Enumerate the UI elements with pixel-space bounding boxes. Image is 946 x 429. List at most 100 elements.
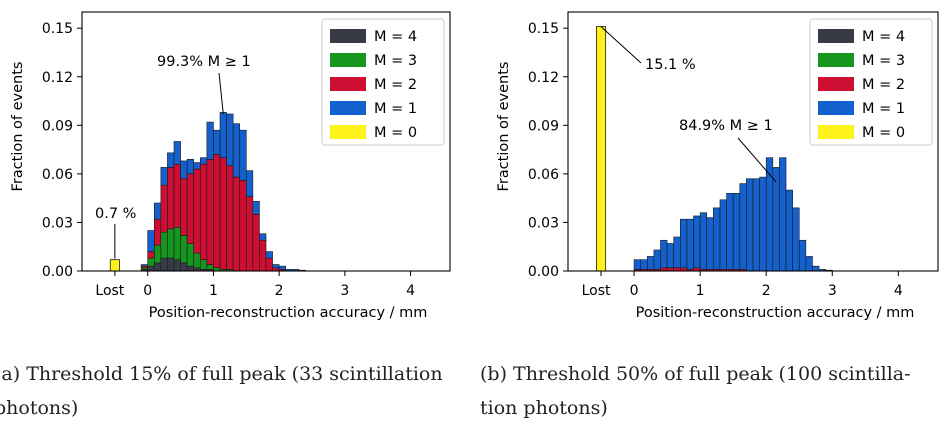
legend-swatch-m4 xyxy=(818,29,854,43)
caption-b-line1: (b) Threshold 50% of full peak (100 scin… xyxy=(480,363,911,385)
legend-swatch-m1 xyxy=(818,101,854,115)
bar-m1-bin-28 xyxy=(812,265,820,272)
annotation-text: 84.9% M ≥ 1 xyxy=(679,118,773,134)
bar-m1-bin-7 xyxy=(673,236,681,269)
annotation-text: 15.1 % xyxy=(645,57,696,73)
bar-m4-bin-2 xyxy=(153,262,162,272)
bar-m3-bin-8 xyxy=(193,252,201,269)
x-tick-label: 4 xyxy=(406,283,415,299)
x-axis-label: Position-reconstruction accuracy / mm xyxy=(149,305,428,321)
bar-m3-bin-10 xyxy=(206,264,214,270)
y-axis-label: Fraction of events xyxy=(496,62,512,192)
bar-m2-bin-6 xyxy=(180,178,188,236)
bar-m1-bin-21 xyxy=(278,265,287,270)
lost-bar xyxy=(596,26,607,272)
bar-m1-bin-7 xyxy=(186,159,195,175)
bar-m1-bin-20 xyxy=(759,176,767,272)
bar-m1-bin-3 xyxy=(160,167,168,186)
bar-m3-bin-4 xyxy=(167,228,175,259)
x-tick-label: 3 xyxy=(340,283,349,299)
bar-m1-bin-19 xyxy=(752,178,760,272)
y-tick-label: 0.15 xyxy=(42,21,73,37)
bar-m3-bin-7 xyxy=(186,243,195,267)
bar-m1-bin-6 xyxy=(180,160,188,180)
bar-m4-bin-4 xyxy=(167,257,175,272)
caption-a-line1: (a) Threshold 15% of full peak (33 scint… xyxy=(0,363,443,385)
bar-m1-bin-2 xyxy=(153,202,162,220)
y-tick-label: 0.03 xyxy=(528,215,559,231)
bar-m3-bin-1 xyxy=(147,257,155,267)
y-tick-label: 0.00 xyxy=(528,264,559,280)
legend-entry: M = 1 xyxy=(374,101,417,117)
bar-m1-bin-12 xyxy=(706,217,714,270)
bar-m1-bin-25 xyxy=(792,207,800,272)
x-tick-label: 2 xyxy=(275,283,284,299)
x-tick-label: 1 xyxy=(209,283,218,299)
bar-m1-bin-14 xyxy=(719,199,727,270)
bar-m1-bin-5 xyxy=(173,141,181,165)
bar-m1-bin-8 xyxy=(680,218,688,269)
bar-m4-bin-1 xyxy=(147,265,155,272)
y-tick-label: 0.15 xyxy=(528,21,559,37)
bar-m1-bin-3 xyxy=(646,256,655,270)
bar-m1-bin-18 xyxy=(746,178,754,272)
x-tick-label: 3 xyxy=(828,283,837,299)
bar-m2-bin-17 xyxy=(252,214,260,272)
bar-m3-bin-6 xyxy=(180,235,188,264)
bar-m1-bin-8 xyxy=(193,162,201,170)
bar-m1-bin-23 xyxy=(779,157,787,272)
bar-m1-bin-15 xyxy=(239,129,247,181)
caption-a-line2: photons) xyxy=(0,397,79,419)
legend-entry: M = 0 xyxy=(374,125,417,141)
bar-m4-bin-7 xyxy=(186,265,195,272)
bar-m2-bin-7 xyxy=(186,173,195,244)
legend-entry: M = 1 xyxy=(862,101,905,117)
legend-swatch-m2 xyxy=(330,77,366,91)
bar-m2-bin-13 xyxy=(226,165,234,270)
annotation-leader xyxy=(218,72,224,115)
bar-m1-bin-15 xyxy=(726,193,734,270)
bar-m1-bin-11 xyxy=(213,129,221,155)
legend-swatch-m3 xyxy=(330,53,366,67)
legend-entry: M = 4 xyxy=(374,29,417,45)
legend-swatch-m4 xyxy=(330,29,366,43)
lost-bar xyxy=(109,259,120,272)
legend-entry: M = 2 xyxy=(862,77,905,93)
y-tick-label: 0.00 xyxy=(42,264,73,280)
annotation-leader xyxy=(600,26,642,64)
x-tick-label: 2 xyxy=(762,283,771,299)
y-tick-label: 0.12 xyxy=(42,70,73,86)
legend: M = 4 M = 3 M = 2 M = 1 M = 0 xyxy=(321,18,445,146)
y-tick-label: 0.09 xyxy=(42,118,73,134)
legend-entry: M = 4 xyxy=(862,29,905,45)
y-tick-label: 0.06 xyxy=(528,167,559,183)
bar-m2-bin-1 xyxy=(147,251,155,259)
bar-m2-bin-5 xyxy=(173,163,181,228)
y-tick-label: 0.12 xyxy=(528,70,559,86)
bar-m1-bin-26 xyxy=(798,239,807,272)
bar-m1-bin-16 xyxy=(245,170,254,197)
bar-m1-bin-27 xyxy=(805,256,813,272)
bar-m4-bin-3 xyxy=(160,257,168,272)
bar-m1-bin-11 xyxy=(699,212,708,270)
bar-m1-bin-13 xyxy=(713,207,721,270)
x-tick-label: Lost xyxy=(95,283,124,299)
bar-m2-bin-10 xyxy=(206,159,214,265)
bar-m2-bin-14 xyxy=(232,176,241,272)
bar-m1-bin-18 xyxy=(259,233,267,241)
legend-swatch-m0 xyxy=(330,125,366,139)
x-axis-label: Position-reconstruction accuracy / mm xyxy=(636,305,915,321)
bar-m2-bin-4 xyxy=(167,167,175,230)
x-tick-label: 0 xyxy=(630,283,639,299)
legend-entry: M = 3 xyxy=(862,53,905,69)
chart-panel-1: 0.00 0.03 0.06 0.09 0.12 0.15 Lost 0 1 2 3 4 Positio… xyxy=(496,11,939,321)
annotation-text: 99.3% M ≥ 1 xyxy=(157,54,251,70)
bar-m2-bin-8 xyxy=(193,168,201,254)
bar-m1-bin-0 xyxy=(140,264,149,267)
legend-swatch-m2 xyxy=(818,77,854,91)
bar-m3-bin-9 xyxy=(199,259,208,270)
x-tick-label: 1 xyxy=(696,283,705,299)
legend-entry: M = 0 xyxy=(862,125,905,141)
